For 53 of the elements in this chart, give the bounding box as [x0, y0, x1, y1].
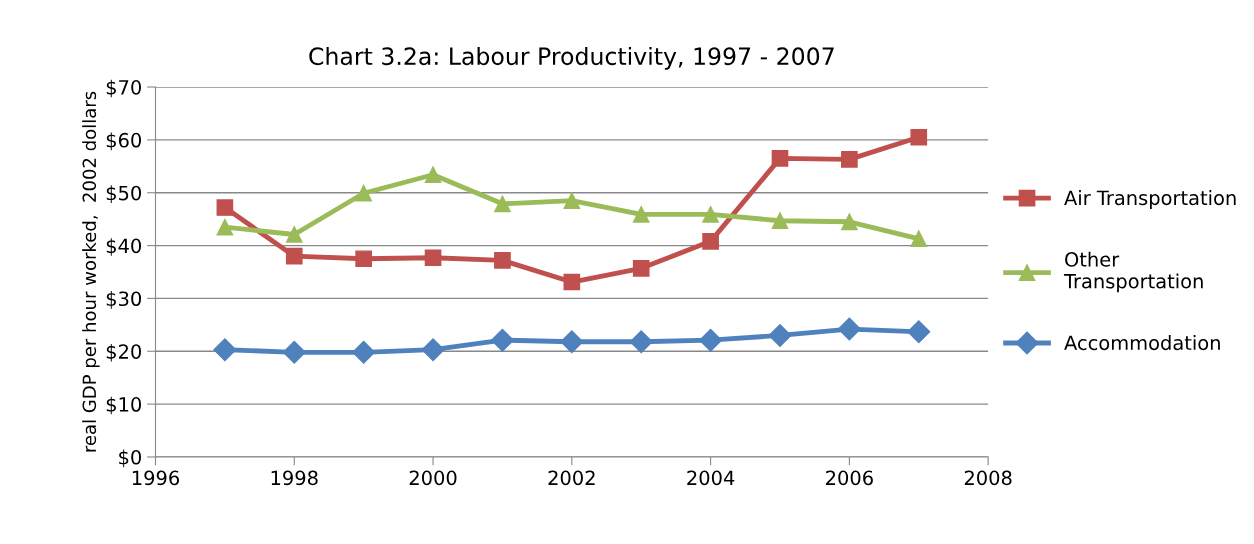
legend-label: Other Transportation	[1063, 251, 1203, 293]
x-tick-label: 1998	[271, 470, 318, 486]
x-tick-label: 2008	[964, 470, 1012, 486]
y-tick-label: $50	[106, 185, 142, 203]
point	[841, 213, 858, 231]
x-tick-label: 2002	[548, 470, 595, 486]
x-tick-label: 1996	[132, 470, 180, 486]
x-tick-label: 2004	[687, 470, 735, 486]
y-tick-label: $40	[106, 238, 142, 256]
point	[560, 330, 584, 354]
point	[771, 150, 789, 167]
point	[424, 249, 442, 267]
point	[632, 259, 650, 277]
point	[768, 323, 792, 347]
point	[699, 328, 723, 352]
point	[421, 338, 445, 362]
y-tick-label: $60	[106, 132, 142, 151]
point	[771, 212, 789, 230]
point	[490, 328, 514, 352]
point	[355, 184, 372, 202]
legend-label: Air Transportation	[1064, 190, 1236, 209]
point	[841, 151, 858, 168]
point	[702, 206, 719, 223]
point	[910, 128, 928, 146]
y-tick-label: $30	[106, 291, 142, 309]
point	[837, 317, 861, 341]
x-tick-label: 2006	[826, 470, 873, 486]
point	[629, 330, 653, 354]
point	[355, 250, 372, 268]
point	[216, 218, 234, 236]
point	[494, 252, 511, 269]
point	[424, 166, 442, 184]
y-tick-label: $0	[119, 449, 142, 468]
point	[702, 233, 719, 250]
point	[563, 192, 581, 209]
point	[632, 206, 650, 223]
point	[285, 247, 303, 265]
legend-label: Accommodation	[1064, 335, 1220, 351]
y-tick-label: $70	[106, 79, 142, 98]
point	[494, 195, 511, 213]
point	[910, 230, 928, 248]
chart-title: Chart 3.2a: Labour Productivity, 1997 - 2007	[309, 46, 834, 70]
point	[213, 338, 237, 362]
point	[282, 340, 306, 364]
point	[563, 273, 581, 291]
point	[285, 226, 303, 243]
point	[216, 199, 234, 216]
point	[907, 320, 931, 344]
x-tick-label: 2000	[409, 470, 457, 486]
point	[352, 340, 376, 364]
y-axis-title: real GDP per hour worked, 2002 dollars	[82, 91, 100, 452]
y-tick-label: $10	[106, 396, 142, 415]
y-tick-label: $20	[106, 343, 142, 362]
